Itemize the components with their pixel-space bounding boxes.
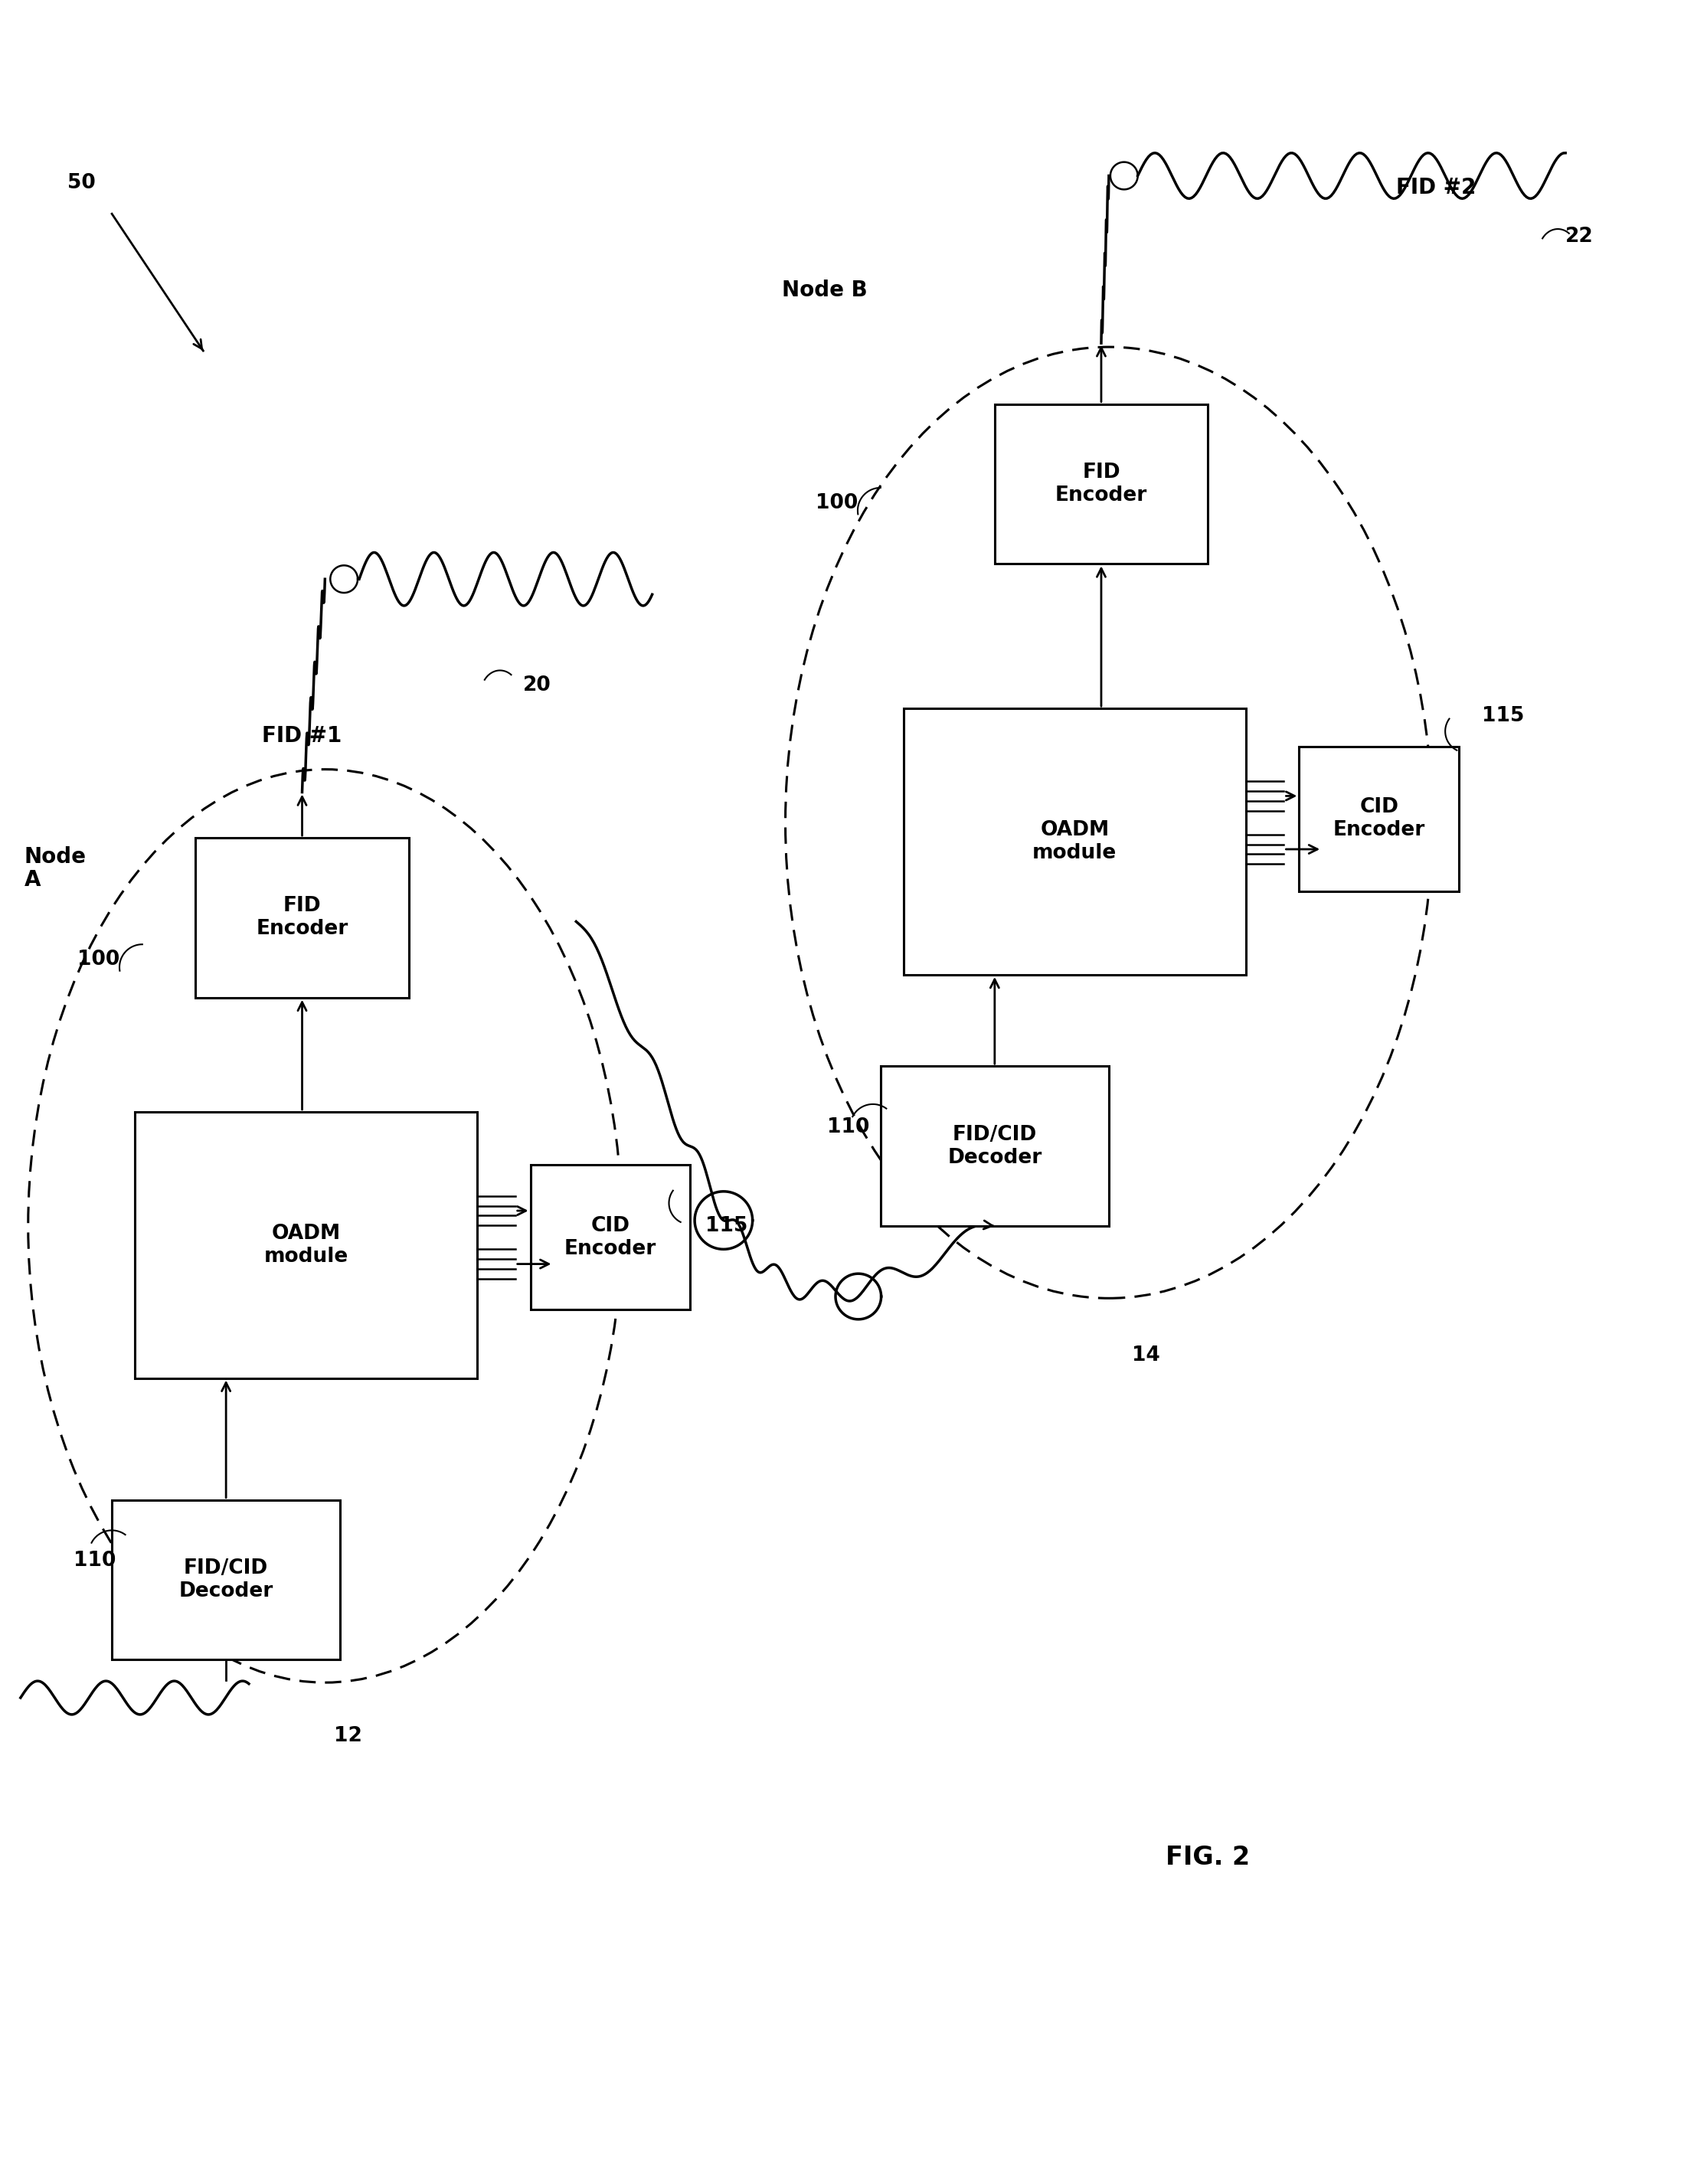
Text: CID
Encoder: CID Encoder xyxy=(565,1216,657,1258)
Bar xyxy=(196,839,408,998)
Text: FID/CID
Decoder: FID/CID Decoder xyxy=(947,1125,1041,1168)
Bar xyxy=(903,708,1246,974)
Bar xyxy=(113,1500,340,1660)
Text: 14: 14 xyxy=(1132,1345,1159,1365)
Text: FID #2: FID #2 xyxy=(1396,177,1477,199)
Text: FID
Encoder: FID Encoder xyxy=(1055,463,1147,505)
Text: 115: 115 xyxy=(1482,705,1524,725)
Text: 110: 110 xyxy=(828,1116,869,1138)
Bar xyxy=(135,1112,478,1378)
Text: FID
Encoder: FID Encoder xyxy=(256,895,348,939)
Text: 50: 50 xyxy=(67,173,96,194)
Text: 12: 12 xyxy=(333,1725,362,1745)
Text: FID/CID
Decoder: FID/CID Decoder xyxy=(179,1559,273,1601)
Text: CID
Encoder: CID Encoder xyxy=(1333,797,1425,841)
Bar xyxy=(531,1164,690,1310)
Text: OADM
module: OADM module xyxy=(263,1223,348,1267)
Text: 100: 100 xyxy=(816,494,857,513)
Bar xyxy=(995,404,1209,563)
Text: 100: 100 xyxy=(77,950,119,970)
Text: Node B: Node B xyxy=(782,280,867,301)
Text: OADM
module: OADM module xyxy=(1033,821,1116,863)
Text: 20: 20 xyxy=(522,675,551,695)
Text: 115: 115 xyxy=(705,1216,748,1236)
Text: FID #1: FID #1 xyxy=(263,725,341,747)
Text: Node
A: Node A xyxy=(24,845,87,891)
Text: FIG. 2: FIG. 2 xyxy=(1166,1845,1250,1870)
Bar xyxy=(881,1066,1110,1225)
Text: 22: 22 xyxy=(1565,227,1594,247)
Bar xyxy=(1299,747,1459,891)
Text: 110: 110 xyxy=(73,1551,116,1570)
